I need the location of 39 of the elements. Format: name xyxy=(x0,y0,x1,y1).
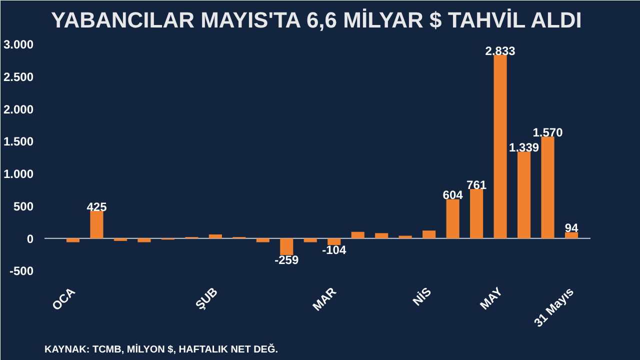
bar xyxy=(66,238,80,242)
bar xyxy=(304,238,317,242)
bar xyxy=(114,238,127,241)
data-label: 1.570 xyxy=(532,126,564,140)
text: KAYNAK: TCMB, MİLYON $, HAFTALIK NET DEĞ. xyxy=(44,344,278,356)
bar xyxy=(422,230,436,238)
y-tick-label: 1.000 xyxy=(3,167,34,182)
bar xyxy=(328,238,341,246)
bar xyxy=(470,189,484,238)
x-tick-label: NİS xyxy=(410,284,434,309)
y-tick-label: 3.000 xyxy=(3,37,34,52)
y-tick-label: 0 xyxy=(26,232,34,246)
bar xyxy=(90,210,104,238)
data-label: 1.339 xyxy=(509,140,540,155)
y-tick-label: 2.500 xyxy=(3,70,34,84)
data-label: 94 xyxy=(564,221,579,236)
y-tick-label: -500 xyxy=(9,264,34,278)
bar xyxy=(564,232,578,238)
y-tick-label: 2.000 xyxy=(3,102,34,116)
data-label: 604 xyxy=(442,188,464,202)
y-tick-label: 1.500 xyxy=(3,134,34,149)
bar xyxy=(398,236,412,238)
bar xyxy=(351,232,364,238)
bar xyxy=(518,152,531,238)
chart-title: YABANCILAR MAYIS'TA 6,6 MİLYAR $ TAHVİL ALDI xyxy=(51,8,582,32)
bar xyxy=(256,238,270,242)
bar xyxy=(446,199,460,238)
bar xyxy=(280,238,294,256)
data-label: 2.833 xyxy=(485,44,516,58)
bar xyxy=(375,233,388,238)
data-label: -104 xyxy=(322,243,346,258)
data-label: 425 xyxy=(86,200,108,214)
data-label: 761 xyxy=(466,178,487,192)
bar xyxy=(541,136,554,238)
y-tick-label: 500 xyxy=(13,199,34,214)
data-label: -259 xyxy=(274,253,299,268)
bar xyxy=(208,234,222,238)
bar xyxy=(494,54,507,238)
bar xyxy=(138,238,151,242)
